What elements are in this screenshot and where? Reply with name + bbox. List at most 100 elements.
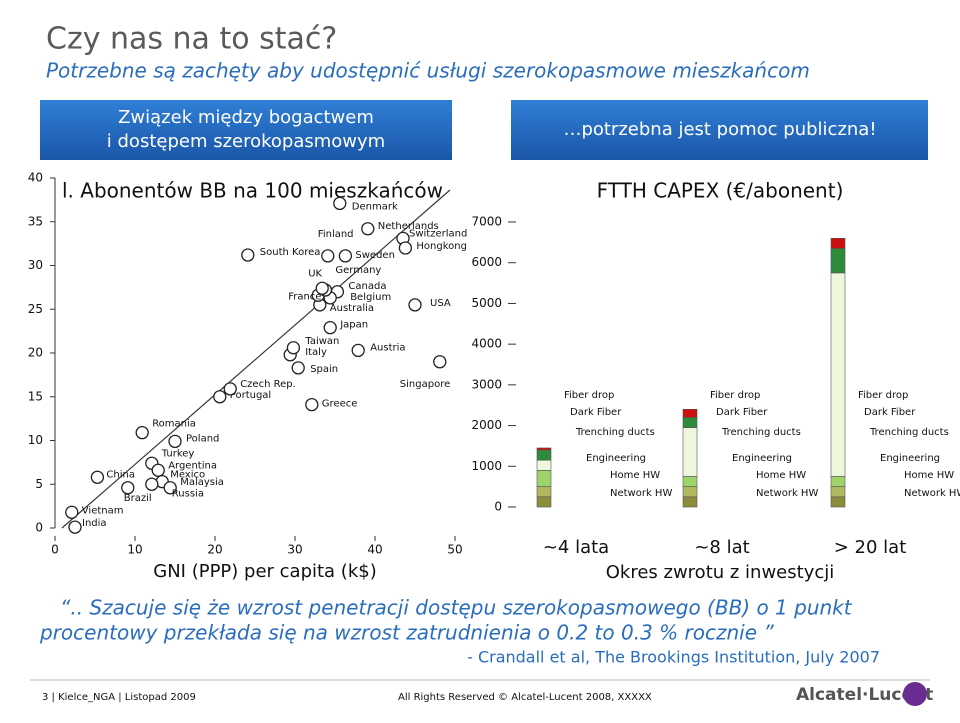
point-label: Romania (152, 419, 196, 430)
bar-segment (830, 476, 846, 487)
point-label: Turkey (161, 448, 195, 459)
point (223, 382, 237, 396)
point-label: Singapore (400, 379, 450, 390)
point-label: Japan (339, 320, 368, 331)
segment-label: Engineering (880, 453, 940, 464)
bar-segment (682, 476, 698, 487)
x-tick-label: ~8 lat (694, 537, 749, 558)
x-tick-label: 50 (447, 543, 462, 557)
box-text: i dostępem szerokopasmowym (107, 131, 385, 152)
y-tick-label: 6000 (471, 255, 502, 269)
point (241, 248, 255, 262)
box-text: …potrzebna jest pomoc publiczna! (563, 119, 876, 140)
trend-line (61, 189, 451, 529)
segment-label: Home HW (756, 470, 806, 481)
point-label: UK (308, 268, 322, 279)
point-label: Brazil (124, 493, 152, 504)
segment-label: Engineering (732, 453, 792, 464)
point-label: India (82, 518, 107, 529)
point (68, 520, 82, 534)
quote: procentowy przekłada się na wzrost zatru… (39, 621, 774, 645)
bar-segment (682, 417, 698, 428)
point (286, 341, 301, 355)
y-tick-label: 1000 (471, 459, 502, 473)
x-axis-title: Okres zwrotu z inwestycji (606, 562, 835, 583)
y-tick-label: 5000 (471, 296, 502, 310)
point-label: Poland (186, 433, 219, 444)
y-tick-label: 15 (28, 389, 43, 403)
point-label: Argentina (168, 460, 217, 471)
point-label: Taiwan (304, 336, 339, 347)
x-tick-label: ~4 lata (543, 537, 609, 558)
y-tick-label: 20 (28, 346, 43, 360)
point-label: Netherlands (378, 221, 439, 232)
y-tick-label: 30 (28, 258, 43, 272)
bar-segment (536, 459, 552, 471)
x-tick-label: 30 (287, 543, 302, 557)
footer-left: 3 | Kielce_NGA | Listopad 2009 (42, 692, 196, 703)
segment-label: Fiber drop (858, 390, 908, 401)
point-label: Portugal (230, 390, 271, 401)
point (151, 463, 165, 477)
point (163, 481, 177, 495)
bar-segment (682, 427, 698, 477)
point (408, 298, 422, 312)
point-label: Mexico (170, 470, 205, 481)
point-label: France (288, 291, 321, 302)
point-label: Greece (322, 399, 358, 410)
point (305, 397, 319, 412)
x-tick-label: 10 (127, 543, 142, 557)
segment-label: Trenching ducts (575, 427, 655, 438)
chart-title: FTTH CAPEX (€/abonent) (597, 179, 844, 203)
point (333, 196, 347, 211)
x-tick-label: 40 (367, 543, 382, 557)
bar-segment (682, 486, 698, 498)
point (213, 390, 227, 404)
x-axis-title: GNI (PPP) per capita (k$) (153, 561, 376, 582)
point-label: Australia (330, 303, 374, 314)
bar-segment (536, 496, 552, 508)
point (361, 222, 375, 236)
point-label: Italy (305, 347, 327, 358)
y-tick-label: 2000 (471, 418, 502, 432)
point (145, 477, 159, 491)
bar-segment (682, 496, 698, 508)
title: Czy nas na to stać? (46, 22, 337, 57)
point-label: Finland (318, 229, 354, 240)
subtitle: Potrzebne są zachęty aby udostępnić usłu… (46, 59, 810, 83)
bar-segment (830, 496, 846, 508)
logo-icon (903, 682, 927, 706)
point (433, 355, 447, 369)
x-tick-label: > 20 lat (834, 537, 907, 558)
bar-segment (536, 486, 552, 498)
segment-label: Fiber drop (710, 390, 760, 401)
bar-segment (682, 408, 698, 418)
point-label: Canada (348, 281, 386, 292)
bar-segment (830, 272, 846, 477)
segment-label: Network HW (756, 488, 818, 499)
point-label: Austria (370, 342, 405, 353)
point-label: Russia (172, 488, 204, 499)
point-label: Hongkong (416, 241, 467, 252)
point-label: Malaysia (180, 477, 224, 488)
point-label: Belgium (350, 292, 391, 303)
y-tick-label: 5 (35, 477, 43, 491)
segment-label: Trenching ducts (869, 427, 949, 438)
segment-label: Network HW (610, 488, 672, 499)
segment-label: Dark Fiber (864, 407, 916, 418)
logo-text: Alcatel·Lucent (796, 685, 933, 705)
chart-title: l. Abonentów BB na 100 mieszkańców (62, 179, 443, 203)
point-label: Vietnam (82, 505, 124, 516)
point-label: Sweden (355, 250, 395, 261)
point-label: Denmark (352, 201, 398, 212)
segment-label: Engineering (586, 453, 646, 464)
point (90, 470, 105, 484)
point-label: USA (430, 298, 451, 309)
y-tick-label: 25 (28, 302, 43, 316)
footer-center: All Rights Reserved © Alcatel-Lucent 200… (398, 692, 652, 703)
point (315, 281, 329, 295)
point-label: Spain (310, 364, 338, 375)
y-tick-label: 0 (35, 521, 43, 535)
point (338, 249, 353, 263)
